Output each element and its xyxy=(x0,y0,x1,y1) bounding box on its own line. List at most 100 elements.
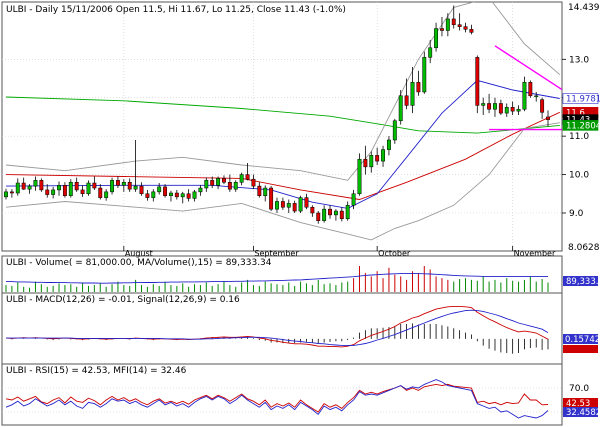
volume-panel xyxy=(1,255,563,294)
macd-signal-line xyxy=(6,309,549,346)
candle-body xyxy=(68,182,73,196)
candle-body xyxy=(351,193,356,206)
candle-body xyxy=(369,155,374,168)
candle-body xyxy=(398,95,403,122)
candle-body xyxy=(110,180,114,193)
rsi-level-label: 70.0 xyxy=(569,384,589,394)
price-badge-label: 11.6 xyxy=(566,108,585,118)
candle-body xyxy=(245,174,250,180)
candle-body xyxy=(457,24,462,27)
date-label: August xyxy=(125,249,153,258)
candle-body xyxy=(257,185,262,196)
candle-body xyxy=(239,174,244,183)
candle-body xyxy=(434,28,439,49)
candle-body xyxy=(328,208,332,216)
candle-body xyxy=(174,192,179,198)
price-badge-label: 11.9781 xyxy=(566,95,600,105)
candle-body xyxy=(381,149,385,162)
mfi-line xyxy=(5,379,549,419)
macd-badge-label: 0.157426 xyxy=(565,335,600,345)
candle-body xyxy=(145,193,150,198)
candle-body xyxy=(310,206,315,214)
rsi-badge-label: 42.53 xyxy=(566,399,590,409)
price-badge xyxy=(562,93,599,104)
candle-body xyxy=(251,178,256,187)
macd-label: ULBI - MACD(12,26) = -0.01, Signal(12,26… xyxy=(6,295,240,305)
candle-body xyxy=(21,182,26,190)
moving-average-line xyxy=(5,96,560,134)
volume-badge xyxy=(563,276,598,286)
candle-body xyxy=(133,185,138,190)
candle-body xyxy=(9,191,14,194)
moving-average-line xyxy=(5,122,560,241)
candle-body xyxy=(115,180,120,186)
candle-body xyxy=(469,29,474,33)
candle-body xyxy=(45,189,50,195)
candle-body xyxy=(216,178,221,186)
candle-body xyxy=(151,191,156,198)
candle-body xyxy=(192,191,197,199)
price-badge xyxy=(562,120,599,131)
candle-body xyxy=(540,99,545,113)
candle-body xyxy=(451,18,456,25)
candle-body xyxy=(322,208,327,221)
date-label: November xyxy=(514,249,556,258)
candle-body xyxy=(422,57,427,93)
candle-body xyxy=(157,186,162,193)
trend-line xyxy=(494,45,562,91)
date-label: September xyxy=(254,249,299,258)
candle-body xyxy=(298,197,303,212)
price-badge-label: 11.2804 xyxy=(566,121,600,131)
price-tick-label: 10.0 xyxy=(569,171,589,181)
price-axis-top-label: 14.4391 xyxy=(568,3,600,13)
candle-body xyxy=(227,182,232,190)
candle-body xyxy=(98,187,103,198)
candle-body xyxy=(210,180,215,186)
volume-ma-line xyxy=(6,273,548,284)
candle-body xyxy=(33,180,38,187)
candle-body xyxy=(339,210,344,220)
candle-body xyxy=(15,182,20,194)
candle-body xyxy=(440,28,444,31)
candle-body xyxy=(546,116,550,120)
candle-body xyxy=(410,82,415,106)
candle-body xyxy=(4,191,8,198)
candle-body xyxy=(416,82,421,93)
volume-badge-label: 89,333.3 xyxy=(566,277,600,287)
candle-body xyxy=(127,182,132,190)
candle-body xyxy=(269,187,274,210)
price-tick-label: 13.0 xyxy=(569,55,589,65)
candle-body xyxy=(528,82,533,97)
candle-body xyxy=(263,187,268,196)
candle-body xyxy=(80,189,85,195)
date-label: October xyxy=(378,249,411,258)
candle-body xyxy=(57,185,61,191)
candle-body xyxy=(286,203,291,208)
candle-body xyxy=(233,182,238,190)
candle-body xyxy=(121,182,126,186)
rsi-label: ULBI - RSI(15) = 42.53, MFI(14) = 32.46 xyxy=(6,366,187,376)
candle-body xyxy=(163,186,168,196)
rsi-panel xyxy=(1,363,563,426)
candle-body xyxy=(481,103,486,106)
candle-body xyxy=(39,180,44,191)
candle-body xyxy=(392,120,397,141)
candle-body xyxy=(198,187,203,193)
candle-body xyxy=(475,57,480,106)
candle-body xyxy=(62,185,67,196)
candle-body xyxy=(275,201,279,210)
chart-title: ULBI - Daily 15/11/2006 Open 11.5, Hi 11… xyxy=(6,5,346,15)
candle-body xyxy=(180,193,185,198)
candle-body xyxy=(493,103,497,110)
price-tick-label: 11.0 xyxy=(569,132,589,142)
mfi-badge-label: 32.4582 xyxy=(566,408,600,418)
candle-body xyxy=(92,182,97,189)
candle-body xyxy=(404,95,409,106)
candle-body xyxy=(74,182,79,191)
candle-body xyxy=(357,158,362,195)
candle-body xyxy=(104,191,109,198)
candle-body xyxy=(375,155,380,162)
price-panel xyxy=(1,1,563,252)
candle-body xyxy=(363,158,368,168)
